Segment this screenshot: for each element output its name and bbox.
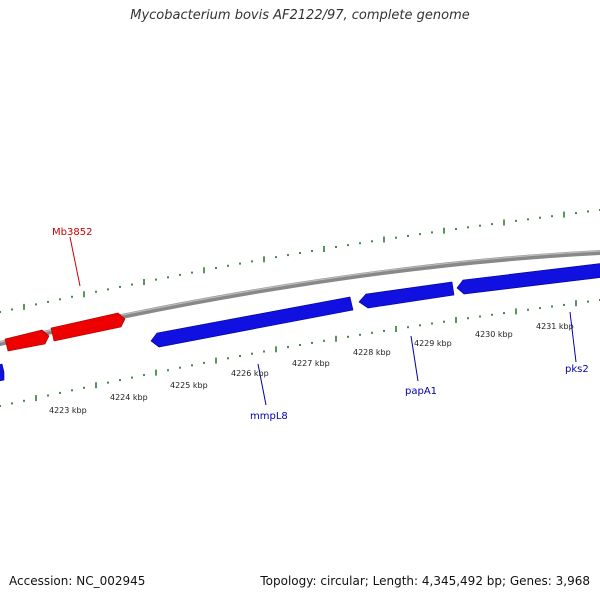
gene-label-mb3852[interactable]: Mb3852 <box>52 227 92 238</box>
forward-tick-track <box>0 209 600 313</box>
callout-line-mmpl8 <box>257 363 267 406</box>
reverse-genes <box>0 263 600 382</box>
scale-label-4226: 4226 kbp <box>231 369 269 378</box>
callout-line-pks2 <box>569 311 577 363</box>
gene-label-papa1[interactable]: papA1 <box>405 386 437 397</box>
gene-label-pks2[interactable]: pks2 <box>565 364 589 375</box>
scale-label-4227: 4227 kbp <box>292 359 330 368</box>
gene-arrow-papa1[interactable] <box>358 281 455 309</box>
gene-labels: Mb3852 mmpL8 papA1 pks2 <box>52 227 589 422</box>
scale-label-4223: 4223 kbp <box>49 406 87 415</box>
forward-genes <box>4 312 126 352</box>
gene-arrow-mmpl8[interactable] <box>150 296 354 348</box>
scale-label-4230: 4230 kbp <box>475 330 513 339</box>
accession-label: Accession: NC_002945 <box>9 574 146 588</box>
gene-callouts <box>69 236 577 406</box>
scale-label-4229: 4229 kbp <box>414 339 452 348</box>
scale-label-4225: 4225 kbp <box>170 381 208 390</box>
gene-arrow-unlabeled-1[interactable] <box>4 329 50 352</box>
reverse-tick-track <box>0 299 600 407</box>
callout-line-mb3852 <box>69 236 81 287</box>
scale-label-4231: 4231 kbp <box>536 322 574 331</box>
gene-arrow-mb3852[interactable] <box>50 312 126 342</box>
gene-label-mmpl8[interactable]: mmpL8 <box>250 411 288 422</box>
callout-line-papa1 <box>410 335 419 382</box>
gene-arrow-edge[interactable] <box>0 363 5 382</box>
scale-label-4228: 4228 kbp <box>353 348 391 357</box>
scale-labels: 4223 kbp 4224 kbp 4225 kbp 4226 kbp 4227… <box>49 322 574 415</box>
gene-arrow-pks2[interactable] <box>456 263 600 295</box>
genome-summary: Topology: circular; Length: 4,345,492 bp… <box>260 574 590 588</box>
map-title: Mycobacterium bovis AF2122/97, complete … <box>130 8 470 23</box>
scale-label-4224: 4224 kbp <box>110 393 148 402</box>
